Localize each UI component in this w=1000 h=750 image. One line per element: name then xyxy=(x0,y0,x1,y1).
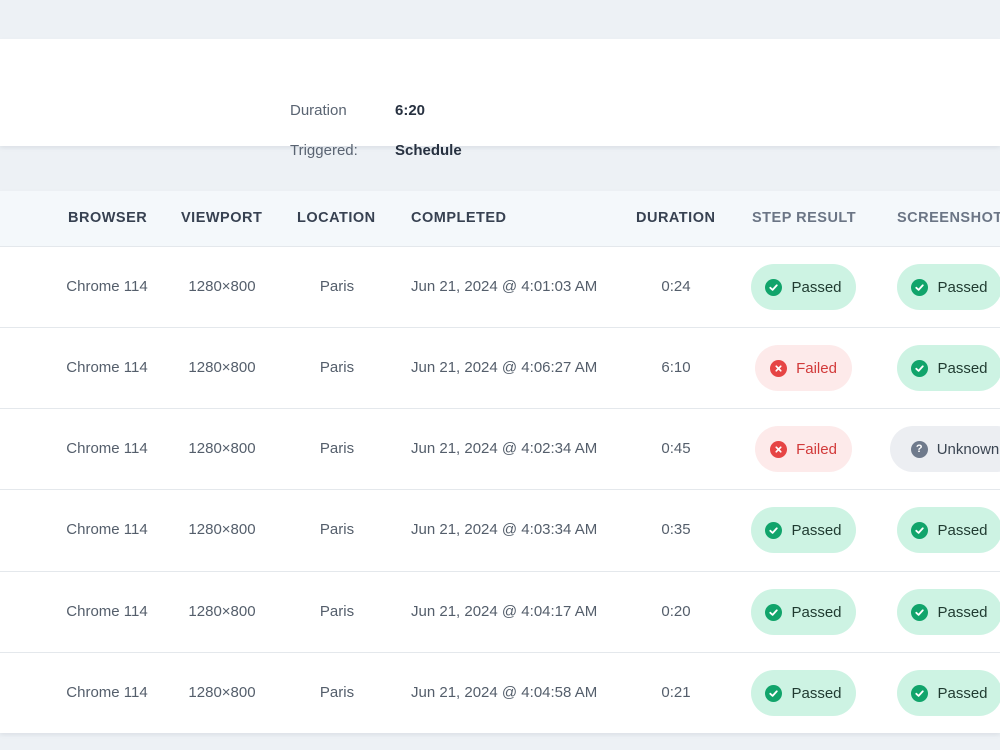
step-result-text: Passed xyxy=(791,603,842,621)
results-table: BROWSER VIEWPORT LOCATION COMPLETED DURA… xyxy=(0,191,1000,733)
step-result-badge[interactable]: Passed xyxy=(751,264,856,310)
duration-label: Duration xyxy=(290,102,347,119)
step-result-text: Passed xyxy=(791,521,842,539)
header-completed[interactable]: COMPLETED xyxy=(411,210,507,226)
table-row[interactable]: Chrome 114 1280×800 Paris Jun 21, 2024 @ 4:… xyxy=(0,246,1000,327)
triggered-label: Triggered: xyxy=(290,142,358,159)
screenshot-text: Passed xyxy=(937,521,988,539)
step-result-badge[interactable]: Passed xyxy=(751,670,856,716)
cell-completed: Jun 21, 2024 @ 4:04:58 AM xyxy=(411,684,598,701)
screenshot-text: Passed xyxy=(937,359,988,377)
cell-location: Paris xyxy=(319,521,355,538)
cell-viewport: 1280×800 xyxy=(188,684,256,701)
step-result-badge[interactable]: Passed xyxy=(751,507,856,553)
table-header: BROWSER VIEWPORT LOCATION COMPLETED DURA… xyxy=(0,191,1000,246)
cell-viewport: 1280×800 xyxy=(188,359,256,376)
screenshot-text: Passed xyxy=(937,603,988,621)
step-result-text: Passed xyxy=(791,684,842,702)
triggered-value: Schedule xyxy=(395,142,462,159)
check-circle-icon xyxy=(911,521,929,539)
x-circle-icon xyxy=(770,359,788,377)
cell-location: Paris xyxy=(319,440,355,457)
cell-browser: Chrome 114 xyxy=(66,603,148,620)
cell-browser: Chrome 114 xyxy=(66,278,148,295)
cell-completed: Jun 21, 2024 @ 4:04:17 AM xyxy=(411,603,598,620)
header-duration[interactable]: DURATION xyxy=(636,210,716,226)
check-circle-icon xyxy=(911,278,929,296)
table-row[interactable]: Chrome 114 1280×800 Paris Jun 21, 2024 @ 4:… xyxy=(0,327,1000,408)
header-browser[interactable]: BROWSER xyxy=(68,210,148,226)
screenshot-text: Unknown xyxy=(936,440,1000,458)
screenshot-badge[interactable]: Passed xyxy=(897,345,1000,391)
question-circle-icon: ? xyxy=(910,440,928,458)
cell-viewport: 1280×800 xyxy=(188,521,256,538)
table-row[interactable]: Chrome 114 1280×800 Paris Jun 21, 2024 @ 4:… xyxy=(0,571,1000,652)
screenshot-text: Passed xyxy=(937,684,988,702)
check-circle-icon xyxy=(911,684,929,702)
cell-duration: 0:20 xyxy=(661,603,691,620)
x-circle-icon xyxy=(770,440,788,458)
screenshot-badge[interactable]: ? Unknown xyxy=(890,426,1000,472)
cell-completed: Jun 21, 2024 @ 4:02:34 AM xyxy=(411,440,598,457)
duration-value: 6:20 xyxy=(395,102,426,119)
cell-browser: Chrome 114 xyxy=(66,440,148,457)
check-circle-icon xyxy=(765,521,783,539)
step-result-badge[interactable]: Failed xyxy=(755,426,852,472)
cell-location: Paris xyxy=(319,603,355,620)
cell-browser: Chrome 114 xyxy=(66,521,148,538)
step-result-text: Failed xyxy=(796,440,837,458)
cell-completed: Jun 21, 2024 @ 4:06:27 AM xyxy=(411,359,598,376)
table-row[interactable]: Chrome 114 1280×800 Paris Jun 21, 2024 @ 4:… xyxy=(0,408,1000,489)
check-circle-icon xyxy=(765,684,783,702)
cell-completed: Jun 21, 2024 @ 4:01:03 AM xyxy=(411,278,598,295)
cell-location: Paris xyxy=(319,684,355,701)
cell-viewport: 1280×800 xyxy=(188,440,256,457)
step-result-badge[interactable]: Passed xyxy=(751,589,856,635)
cell-location: Paris xyxy=(319,278,355,295)
step-result-text: Passed xyxy=(791,278,842,296)
header-screenshot[interactable]: SCREENSHOT xyxy=(897,210,1000,226)
check-circle-icon xyxy=(765,603,783,621)
screenshot-badge[interactable]: Passed xyxy=(897,589,1000,635)
cell-duration: 0:35 xyxy=(661,521,691,538)
header-viewport[interactable]: VIEWPORT xyxy=(181,210,263,226)
cell-browser: Chrome 114 xyxy=(66,684,148,701)
check-circle-icon xyxy=(911,359,929,377)
check-circle-icon xyxy=(911,603,929,621)
run-summary-card: Duration 6:20 Triggered: Schedule xyxy=(0,39,1000,159)
screenshot-text: Passed xyxy=(937,278,988,296)
check-circle-icon xyxy=(765,278,783,296)
cell-completed: Jun 21, 2024 @ 4:03:34 AM xyxy=(411,521,598,538)
step-result-text: Failed xyxy=(796,359,837,377)
screenshot-badge[interactable]: Passed xyxy=(897,670,1000,716)
cell-location: Paris xyxy=(319,359,355,376)
header-location[interactable]: LOCATION xyxy=(297,210,376,226)
table-row[interactable]: Chrome 114 1280×800 Paris Jun 21, 2024 @ 4:… xyxy=(0,652,1000,733)
screenshot-badge[interactable]: Passed xyxy=(897,507,1000,553)
cell-duration: 6:10 xyxy=(661,359,691,376)
cell-browser: Chrome 114 xyxy=(66,359,148,376)
cell-duration: 0:45 xyxy=(661,440,691,457)
table-row[interactable]: Chrome 114 1280×800 Paris Jun 21, 2024 @ 4:… xyxy=(0,489,1000,570)
cell-duration: 0:24 xyxy=(661,278,691,295)
cell-viewport: 1280×800 xyxy=(188,603,256,620)
screenshot-badge[interactable]: Passed xyxy=(897,264,1000,310)
cell-duration: 0:21 xyxy=(661,684,691,701)
cell-viewport: 1280×800 xyxy=(188,278,256,295)
step-result-badge[interactable]: Failed xyxy=(755,345,852,391)
header-step-result[interactable]: STEP RESULT xyxy=(752,210,857,226)
